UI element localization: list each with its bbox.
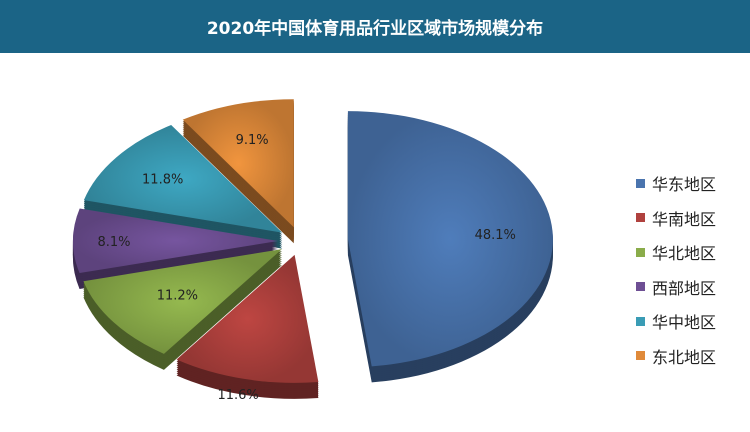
pie-slice-top bbox=[176, 254, 319, 383]
pie-slice-top bbox=[347, 111, 553, 367]
legend-label: 东北地区 bbox=[652, 347, 717, 367]
legend-label: 华南地区 bbox=[652, 209, 717, 229]
pie-slice-3 bbox=[73, 208, 279, 290]
legend-label: 华中地区 bbox=[652, 313, 717, 333]
pie-slice-2 bbox=[83, 249, 282, 370]
legend-swatch bbox=[636, 178, 645, 188]
data-label: 11.6% bbox=[217, 388, 258, 403]
pie-slice-top bbox=[73, 208, 279, 274]
legend-item: 华中地区 bbox=[636, 304, 716, 339]
legend-swatch bbox=[636, 316, 645, 326]
data-label: 11.2% bbox=[157, 288, 198, 303]
chart-title: 2020年中国体育用品行业区域市场规模分布 bbox=[0, 0, 750, 53]
data-label: 8.1% bbox=[97, 235, 130, 250]
legend-swatch bbox=[636, 282, 645, 292]
pie-slice-top bbox=[182, 99, 294, 228]
pie-slice-top bbox=[83, 125, 283, 233]
pie-slice-top bbox=[83, 249, 282, 354]
legend-swatch bbox=[636, 213, 645, 223]
legend-item: 华北地区 bbox=[636, 235, 716, 270]
data-label: 11.8% bbox=[142, 173, 183, 188]
pie-slice-0 bbox=[347, 111, 553, 383]
pie-slice-1 bbox=[176, 254, 319, 399]
legend-label: 华东地区 bbox=[652, 175, 717, 195]
legend-label: 西部地区 bbox=[652, 278, 717, 298]
pie-slice-5 bbox=[182, 99, 294, 244]
legend: 华东地区华南地区华北地区西部地区华中地区东北地区 bbox=[636, 166, 716, 373]
legend-label: 华北地区 bbox=[652, 244, 717, 264]
data-label: 48.1% bbox=[475, 228, 516, 243]
pie-chart: 48.1% 11.6% 11.2% 8.1% 11.8% 9.1% bbox=[73, 99, 553, 403]
legend-item: 西部地区 bbox=[636, 270, 716, 305]
data-label: 9.1% bbox=[236, 133, 269, 148]
legend-item: 华东地区 bbox=[636, 166, 716, 201]
legend-swatch bbox=[636, 247, 645, 257]
legend-swatch bbox=[636, 351, 645, 361]
legend-item: 东北地区 bbox=[636, 339, 716, 374]
legend-item: 华南地区 bbox=[636, 201, 716, 236]
